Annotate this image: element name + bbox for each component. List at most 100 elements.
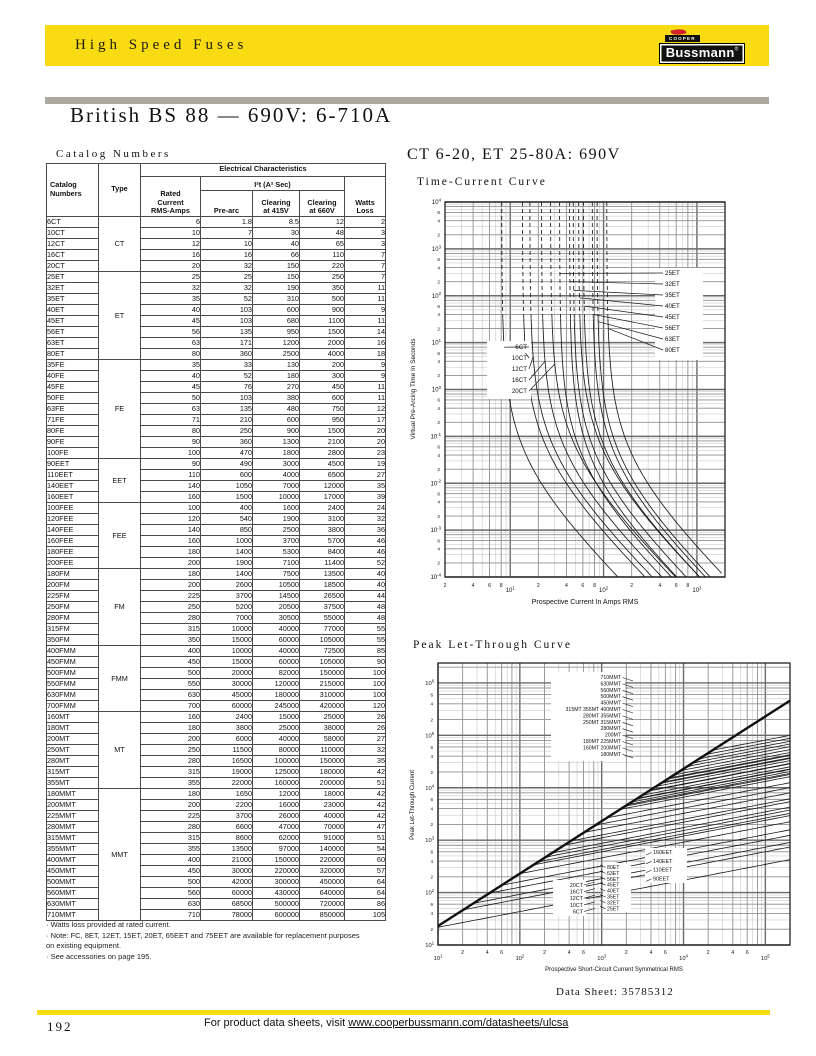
axis-tick-label: 4 bbox=[658, 583, 661, 589]
table-cell: 5300 bbox=[252, 546, 300, 558]
table-cell: 20CT bbox=[46, 260, 99, 272]
curve-label-63ET: 63ET bbox=[665, 336, 680, 343]
table-row: 180FEE 180 1400 5300 8400 46 bbox=[46, 546, 387, 558]
table-cell: 11 bbox=[343, 315, 387, 327]
table-cell: 6 bbox=[140, 216, 201, 228]
table-cell: 52 bbox=[343, 557, 387, 569]
table-cell: 58000 bbox=[299, 733, 345, 745]
table-cell: 60000 bbox=[252, 634, 300, 646]
table-cell: 700FMM bbox=[46, 700, 99, 712]
table-cell: 300 bbox=[299, 370, 345, 382]
table-cell: 225 bbox=[140, 590, 201, 602]
callout-line bbox=[583, 908, 596, 912]
table-cell: 100 bbox=[343, 689, 387, 701]
curve-label: 500MMT bbox=[601, 694, 622, 700]
curve-label-80ET: 80ET bbox=[607, 865, 620, 871]
axis-tick-label: 4 bbox=[437, 312, 440, 318]
callout-line bbox=[583, 894, 596, 899]
table-cell: 32 bbox=[343, 513, 387, 525]
axis-tick-label: 103 bbox=[432, 244, 442, 253]
table-cell: 45FE bbox=[46, 381, 99, 393]
table-cell: 90 bbox=[343, 656, 387, 668]
table-cell: 2500 bbox=[252, 524, 300, 536]
table-cell: 245000 bbox=[252, 700, 300, 712]
curve-label-56ET: 56ET bbox=[607, 877, 620, 883]
table-cell: 1300 bbox=[252, 436, 300, 448]
callout-line bbox=[525, 352, 530, 359]
table-row: 550FMM 550 30000 120000 215000 100 bbox=[46, 678, 387, 690]
table-row: 110EET 110 600 4000 6500 27 bbox=[46, 469, 387, 481]
axis-tick-label: 4 bbox=[430, 911, 433, 916]
table-cell: 300000 bbox=[252, 876, 300, 888]
table-cell: 11 bbox=[343, 381, 387, 393]
table-cell: 105 bbox=[343, 909, 387, 921]
callout-line bbox=[569, 281, 664, 285]
table-cell: 35FE bbox=[46, 359, 99, 371]
curve-label: 280MT 355MMT bbox=[583, 713, 622, 719]
curve-label-16CT: 16CT bbox=[512, 377, 527, 384]
axis-tick-label: 6 bbox=[664, 950, 667, 956]
table-cell: 23000 bbox=[299, 799, 345, 811]
table-cell: 10000 bbox=[200, 623, 253, 635]
table-cell: 355MMT bbox=[46, 843, 99, 855]
table-cell: 37500 bbox=[299, 601, 345, 613]
table-cell: 4000 bbox=[252, 469, 300, 481]
fuse-curve-20CT bbox=[551, 318, 677, 578]
fuse-curve-35ET bbox=[573, 318, 687, 578]
table-cell: 700 bbox=[140, 700, 201, 712]
table-cell: 105000 bbox=[299, 634, 345, 646]
datasheets-link[interactable]: www.cooperbussmann.com/datasheets/ulcsa bbox=[348, 1017, 569, 1029]
callout-line bbox=[622, 683, 634, 688]
axis-tick-label: 4 bbox=[568, 950, 571, 956]
axis-tick-label: 100 bbox=[432, 385, 442, 394]
callout-line bbox=[622, 715, 634, 720]
footer-link-line: For product data sheets, visit www.coope… bbox=[204, 1017, 568, 1029]
table-cell: 250FM bbox=[46, 601, 99, 613]
table-cell: 25 bbox=[200, 271, 253, 283]
table-cell: 20 bbox=[343, 436, 387, 448]
table-cell: 7500 bbox=[252, 568, 300, 580]
table-cell: 14500 bbox=[252, 590, 300, 602]
callout-line bbox=[645, 852, 652, 856]
table-cell: 35 bbox=[140, 359, 201, 371]
table-cell: 3700 bbox=[200, 810, 253, 822]
table-cell: 280FM bbox=[46, 612, 99, 624]
axis-tick-label: 6 bbox=[437, 351, 440, 357]
table-cell: 180 bbox=[252, 370, 300, 382]
table-cell: 430000 bbox=[252, 887, 300, 899]
axis-tick-label: 102 bbox=[599, 585, 609, 594]
ct-label-box bbox=[553, 880, 586, 916]
callout-line bbox=[622, 734, 634, 739]
type-cell: FE bbox=[98, 359, 141, 459]
table-cell: 1.8 bbox=[200, 216, 253, 228]
axis-tick-label: 6 bbox=[488, 583, 491, 589]
table-cell: 750 bbox=[299, 403, 345, 415]
table-cell: 7 bbox=[343, 271, 387, 283]
table-cell: 20 bbox=[140, 260, 201, 272]
axis-tick-label: 101 bbox=[432, 338, 442, 347]
table-cell: 710MMT bbox=[46, 909, 99, 921]
table-cell: 200FM bbox=[46, 579, 99, 591]
table-cell: 2200 bbox=[200, 799, 253, 811]
curve-label: 630MMT bbox=[601, 681, 622, 687]
table-cell: 30000 bbox=[200, 678, 253, 690]
table-cell: 380 bbox=[252, 392, 300, 404]
table-cell: 315 bbox=[140, 623, 201, 635]
table-cell: 171 bbox=[200, 337, 253, 349]
axis-tick-label: 6 bbox=[581, 583, 584, 589]
table-cell: 1500 bbox=[200, 491, 253, 503]
table-row: 63ET 63 171 1200 2000 16 bbox=[46, 337, 387, 349]
axis-tick-label: 104 bbox=[679, 954, 688, 962]
table-row: 160MT MT 160 2400 15000 25000 26 bbox=[46, 711, 387, 789]
table-cell: 135 bbox=[200, 403, 253, 415]
callout-line bbox=[583, 888, 596, 892]
axis-tick-label: 2 bbox=[430, 822, 433, 827]
axis-tick-label: 103 bbox=[692, 585, 702, 594]
callout-line bbox=[645, 861, 652, 865]
table-cell: 1600 bbox=[252, 502, 300, 514]
table-cell: 3000 bbox=[252, 458, 300, 470]
table-cell: 20500 bbox=[252, 601, 300, 613]
table-cell: 6000 bbox=[200, 733, 253, 745]
table-cell: 3700 bbox=[252, 535, 300, 547]
table-cell: 150000 bbox=[299, 667, 345, 679]
